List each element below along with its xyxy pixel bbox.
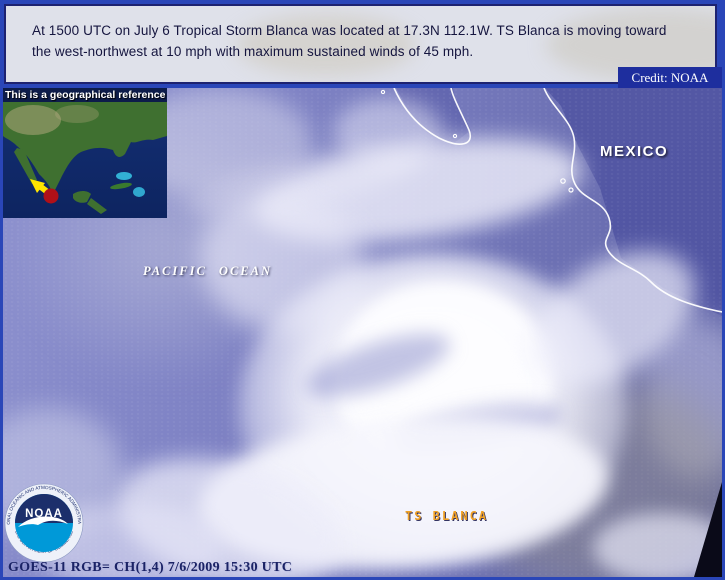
label-mexico: MEXICO [600,143,669,160]
inset-cuba [110,182,132,190]
inset-map [3,102,167,218]
label-ts-blanca: TS BLANCA [405,509,489,523]
label-pacific-ocean: PACIFIC OCEAN [143,264,272,278]
direction-arrow-head-icon [30,179,45,193]
island-outline [560,178,566,184]
satellite-image: MEXICO PACIFIC OCEAN TS BLANCA This is a… [3,88,722,577]
inset-central-america [87,198,107,214]
credit-badge: Credit: NOAA [618,67,722,88]
inset-baja-peninsula [14,148,37,184]
seagull-icon [18,516,68,527]
inset-terrain-tint [5,105,61,135]
island-outline [452,133,458,139]
inset-yucatan [73,191,91,203]
mainland-coastline [543,88,722,313]
logo-acronym: NOAA [25,508,63,520]
info-banner: At 1500 UTC on July 6 Tropical Storm Bla… [4,4,717,84]
image-caption: GOES-11 RGB= CH(1,4) 7/6/2009 15:30 UTC [8,560,293,575]
inset-title: This is a geographical reference [3,88,167,102]
inset-shallow-water [133,187,145,197]
inset-landmass [3,102,167,194]
inset-shallow-water [116,172,132,180]
coastline-overlay [380,88,722,313]
inset-terrain-tint [55,105,99,123]
banner-watermark [236,14,416,76]
baja-coastline [393,88,472,145]
storm-location-marker [43,188,59,204]
geo-reference-inset: This is a geographical reference [3,88,167,218]
storm-advisory-text: At 1500 UTC on July 6 Tropical Storm Bla… [32,23,667,59]
island-outline [568,187,574,193]
logo-sky-half [15,494,73,523]
noaa-logo: NATIONAL OCEANIC AND ATMOSPHERIC ADMINIS… [4,483,84,563]
island-outline [380,89,386,95]
